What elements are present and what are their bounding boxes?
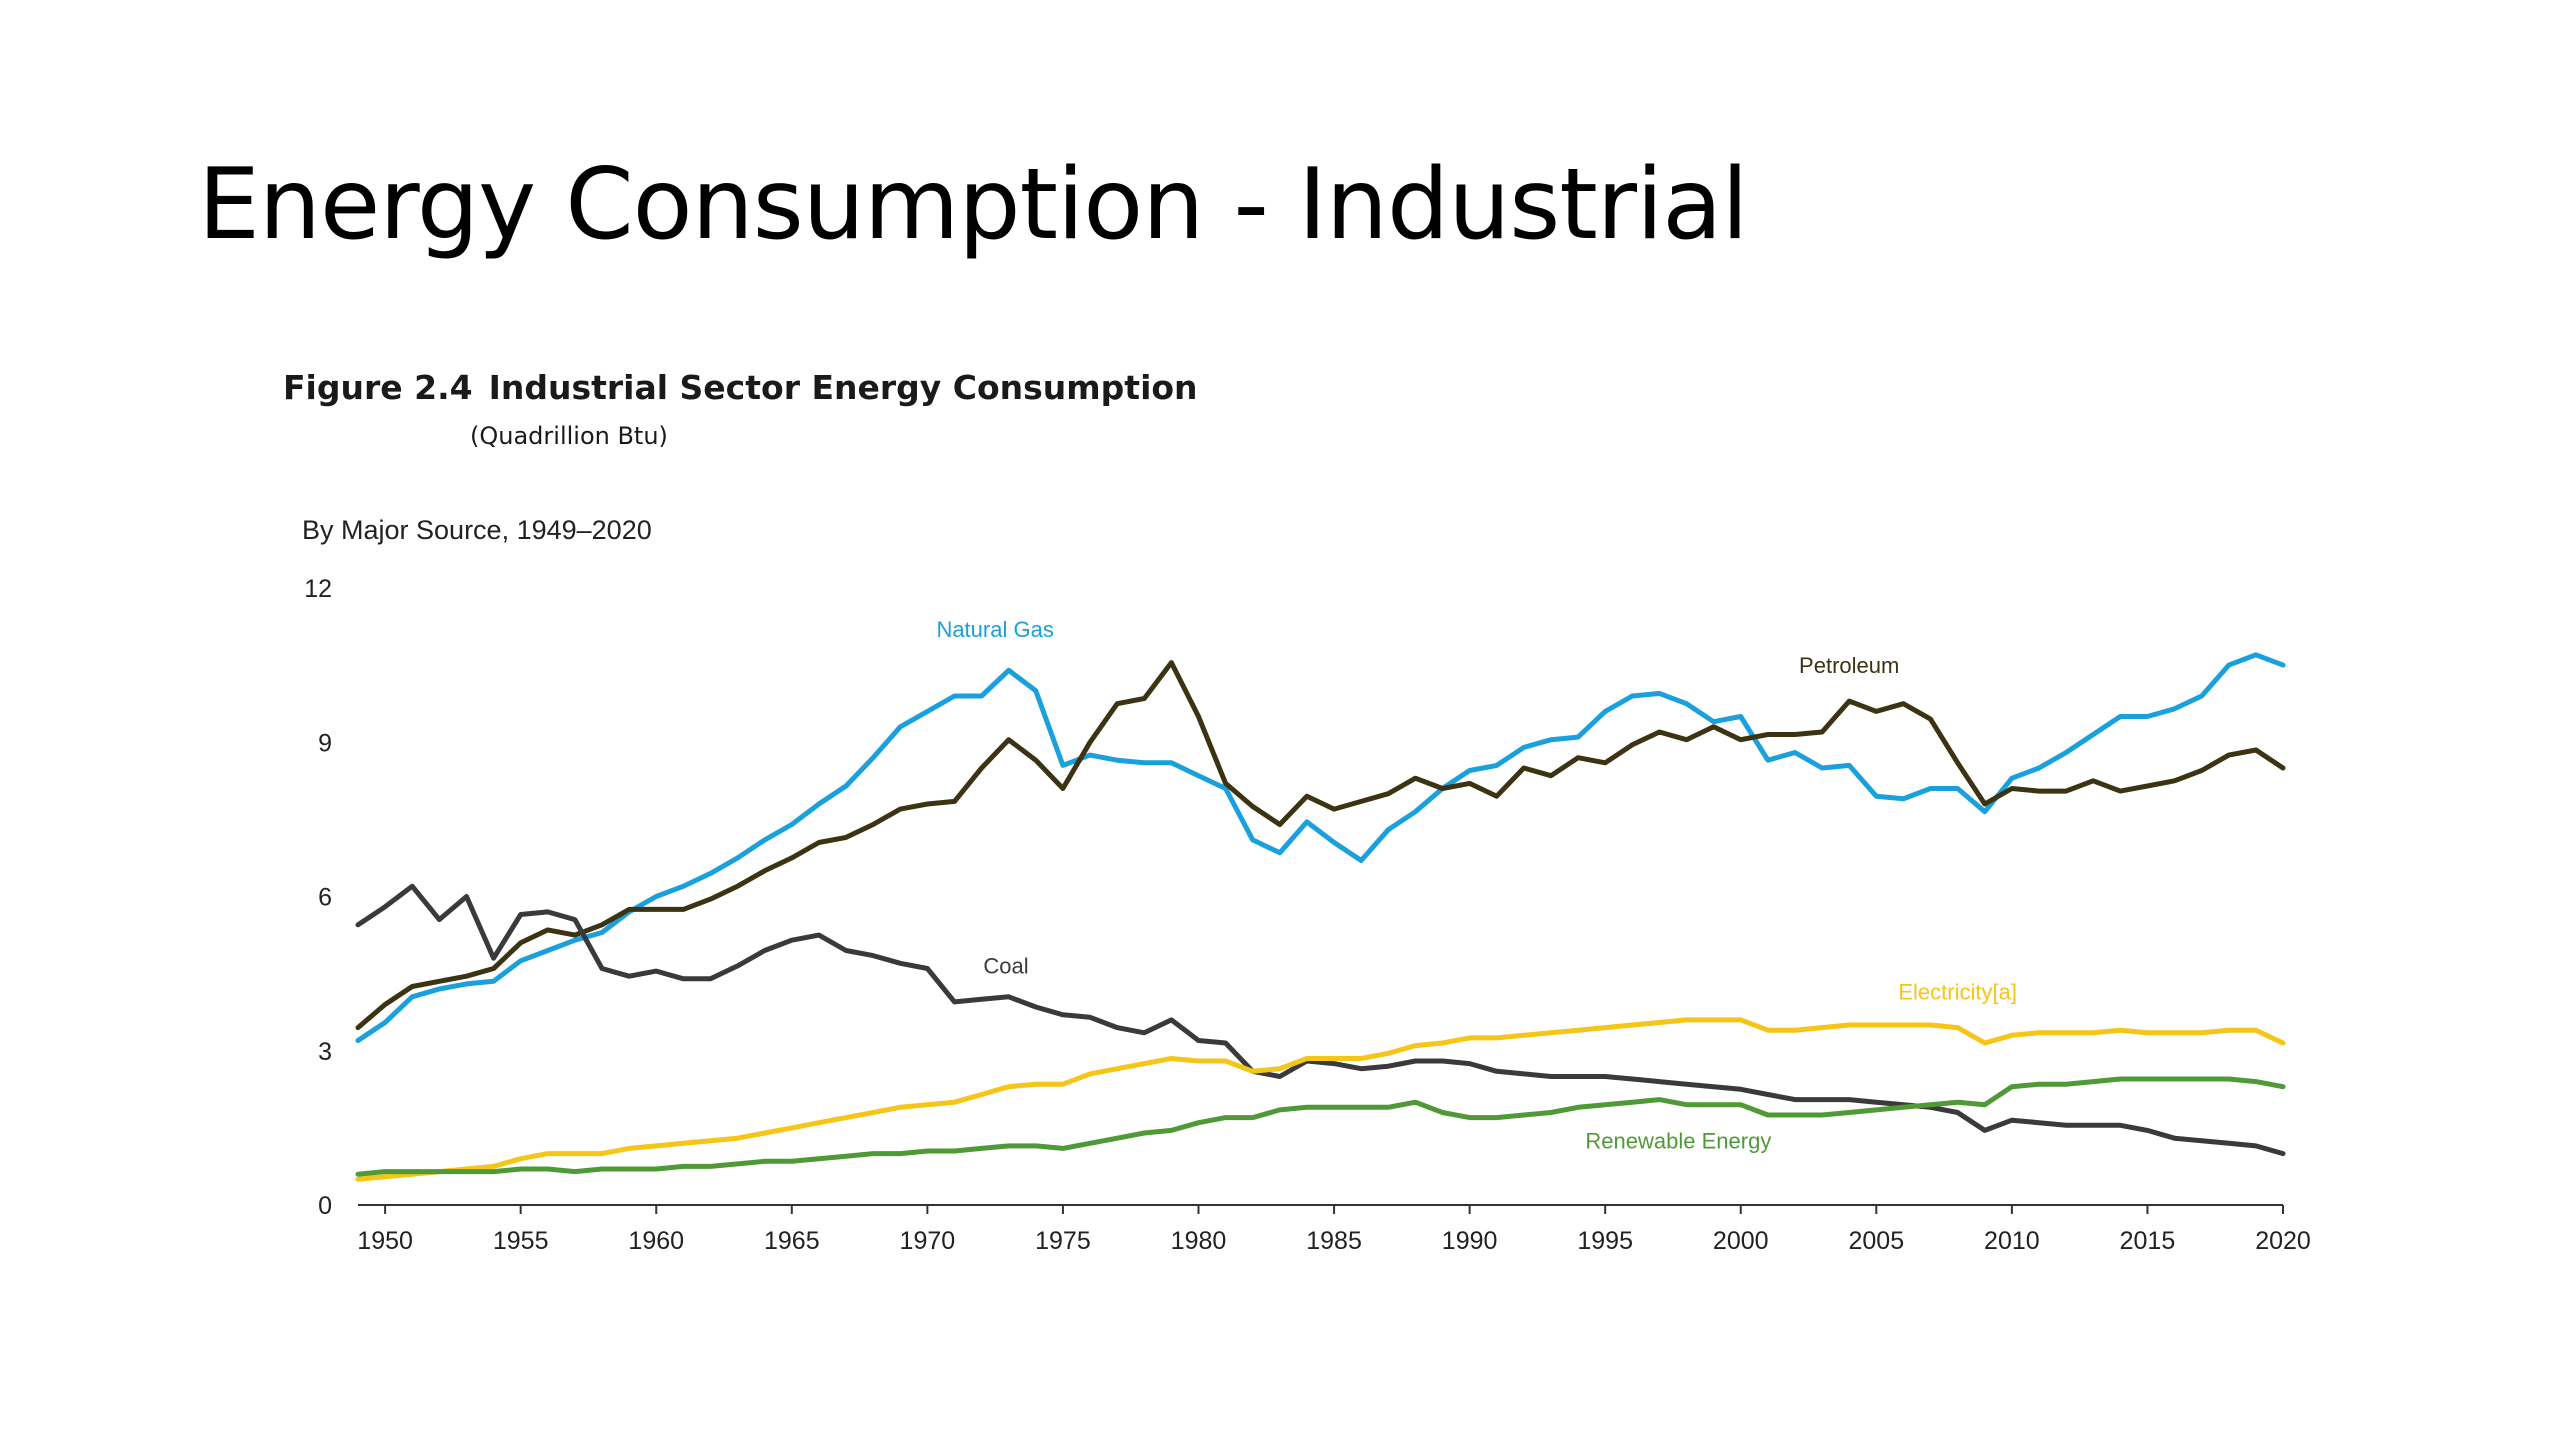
series-label-natural-gas: Natural Gas	[936, 617, 1053, 642]
x-tick-label: 1985	[1306, 1227, 1362, 1255]
y-tick-label: 3	[318, 1038, 332, 1066]
figure-subtitle: By Major Source, 1949–2020	[302, 515, 652, 545]
x-tick-label: 1980	[1171, 1227, 1227, 1255]
x-tick-label: 1960	[628, 1227, 684, 1255]
slide-title: Energy Consumption - Industrial	[198, 148, 1749, 262]
x-tick-label: 1955	[493, 1227, 549, 1255]
figure-title-text: Industrial Sector Energy Consumption	[488, 368, 1198, 407]
x-tick-label: 1965	[764, 1227, 820, 1255]
x-tick-label: 1970	[900, 1227, 956, 1255]
y-tick-label: 6	[318, 884, 332, 912]
x-tick-label: 1995	[1577, 1227, 1633, 1255]
series-line-coal	[355, 883, 2286, 1157]
x-tick-label: 1950	[357, 1227, 413, 1255]
series-label-petroleum: Petroleum	[1799, 653, 1899, 678]
y-tick-label: 9	[318, 729, 332, 757]
x-tick-label: 2000	[1713, 1227, 1769, 1255]
x-tick-label: 1990	[1442, 1227, 1498, 1255]
x-tick-label: 1975	[1035, 1227, 1091, 1255]
x-tick-label: 2020	[2255, 1227, 2311, 1255]
series-line-electricity-a	[355, 1017, 2286, 1182]
series-label-coal: Coal	[983, 954, 1028, 979]
figure-units: (Quadrillion Btu)	[470, 422, 668, 450]
series-line-renewable-energy	[355, 1076, 2286, 1177]
x-tick-label: 2010	[1984, 1227, 2040, 1255]
x-tick-label: 2015	[2120, 1227, 2176, 1255]
figure-title: Figure 2.4 Industrial Sector Energy Consu…	[283, 368, 1198, 407]
y-tick-label: 0	[318, 1192, 332, 1220]
series-label-renewable-energy: Renewable Energy	[1585, 1128, 1771, 1153]
x-tick-label: 2005	[1848, 1227, 1904, 1255]
y-tick-label: 12	[304, 575, 332, 603]
chart-axes: 1950 1955 1960 1965 1970 1975 1980 1985 1990 1995…	[304, 575, 2311, 1255]
series-line-natural-gas	[355, 652, 2286, 1043]
figure-number: Figure 2.4	[283, 368, 473, 407]
series-label-electricity-a: Electricity[a]	[1898, 979, 2017, 1004]
chart-series	[355, 652, 2286, 1182]
chart-series-labels: Natural Gas Petroleum Coal Electricity[a] Re…	[936, 617, 2016, 1154]
series-line-petroleum	[355, 660, 2286, 1031]
